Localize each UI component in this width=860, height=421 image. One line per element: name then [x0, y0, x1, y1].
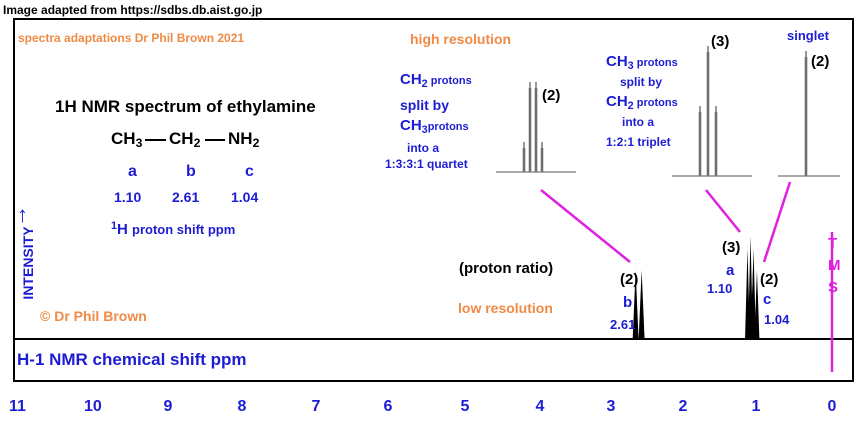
x-tick-label-1: 1 [751, 398, 761, 415]
shift-caption: 1H proton shift ppm [111, 220, 236, 238]
intensity-axis-label: INTENSITY [20, 226, 36, 300]
group-a-letter: a [128, 163, 137, 180]
peak-c-line [750, 270, 756, 340]
x-tick-label-3: 3 [606, 398, 616, 415]
proton-ratio-label: (proton ratio) [459, 260, 554, 277]
peak-c-shift: 1.04 [764, 312, 790, 327]
inset-0-line-1: split by [400, 97, 450, 113]
group-b-letter: b [186, 163, 196, 180]
group-c-shift: 1.04 [231, 189, 259, 205]
peak-b-line [632, 270, 639, 340]
peak-a-shift: 1.10 [707, 281, 733, 296]
spectrum-frame [13, 18, 854, 338]
x-tick-label-11: 11 [9, 398, 26, 415]
tms-letter-s: S [828, 279, 839, 296]
inset-1-line-1: split by [620, 75, 663, 89]
group-a-shift: 1.10 [114, 189, 142, 205]
peak-b [632, 270, 645, 340]
quartet-ratio: (2) [542, 87, 561, 104]
peak-b-line [638, 270, 645, 340]
inset-0-line-2: CH3protons [400, 117, 469, 137]
group-c-letter: c [245, 163, 254, 180]
adaptation-credit: spectra adaptations Dr Phil Brown 2021 [18, 31, 245, 45]
x-tick-label-0: 0 [827, 398, 837, 415]
inset-1-line-4: 1:2:1 triplet [606, 135, 671, 149]
axis-box [13, 340, 854, 382]
quartet-connector [540, 189, 631, 263]
peak-a-letter: a [726, 262, 735, 279]
inset-1-line-2: CH2 protons [606, 93, 678, 113]
x-tick-label-5: 5 [460, 398, 470, 415]
peak-a-ratio: (3) [722, 239, 741, 256]
inset-0-line-0: CH2 protons [400, 71, 472, 91]
tms-letter-t: T [828, 235, 838, 252]
peak-c [750, 270, 760, 340]
peak-c-ratio: (2) [760, 271, 779, 288]
triplet-connector [705, 189, 741, 233]
x-axis-label: H-1 NMR chemical shift ppm [17, 350, 247, 369]
x-tick-label-4: 4 [535, 398, 545, 415]
high-resolution-label: high resolution [410, 31, 512, 47]
formula-group-c: NH2 [228, 129, 260, 151]
peak-c-line [754, 270, 760, 340]
formula-group-a: CH3 [111, 129, 143, 151]
tms-letter-m: M [828, 257, 841, 274]
intensity-arrow-icon: ↑ [17, 202, 28, 227]
inset-1-line-3: into a [622, 115, 654, 129]
quartet-inset-spectrum [522, 82, 544, 172]
x-tick-label-2: 2 [678, 398, 688, 415]
singlet-label: singlet [787, 28, 829, 43]
inset-1-line-0: CH3 protons [606, 53, 678, 73]
peak-b-ratio: (2) [620, 271, 639, 288]
inset-0-line-3: into a [407, 141, 439, 155]
inset-0-line-4: 1:3:3:1 quartet [385, 157, 468, 171]
singlet-ratio: (2) [811, 53, 830, 70]
x-tick-label-7: 7 [311, 398, 321, 415]
x-tick-label-10: 10 [84, 398, 102, 415]
source-credit: Image adapted from https://sdbs.db.aist.… [3, 3, 263, 17]
triplet-ratio: (3) [711, 33, 730, 50]
formula-group-b: CH2 [169, 129, 201, 151]
singlet-inset-spectrum [804, 51, 808, 176]
baseline [13, 338, 854, 340]
group-b-shift: 2.61 [172, 189, 200, 205]
peak-c-letter: c [763, 291, 772, 308]
x-tick-label-8: 8 [237, 398, 247, 415]
singlet-connector [762, 181, 792, 263]
x-tick-label-9: 9 [163, 398, 173, 415]
triplet-inset-spectrum [698, 46, 718, 176]
copyright-credit: © Dr Phil Brown [40, 308, 147, 324]
peak-b-letter: b [623, 294, 633, 311]
x-tick-label-6: 6 [383, 398, 393, 415]
peak-b-shift: 2.61 [610, 317, 636, 332]
chart-title: 1H NMR spectrum of ethylamine [55, 97, 316, 116]
low-resolution-label: low resolution [458, 300, 553, 316]
